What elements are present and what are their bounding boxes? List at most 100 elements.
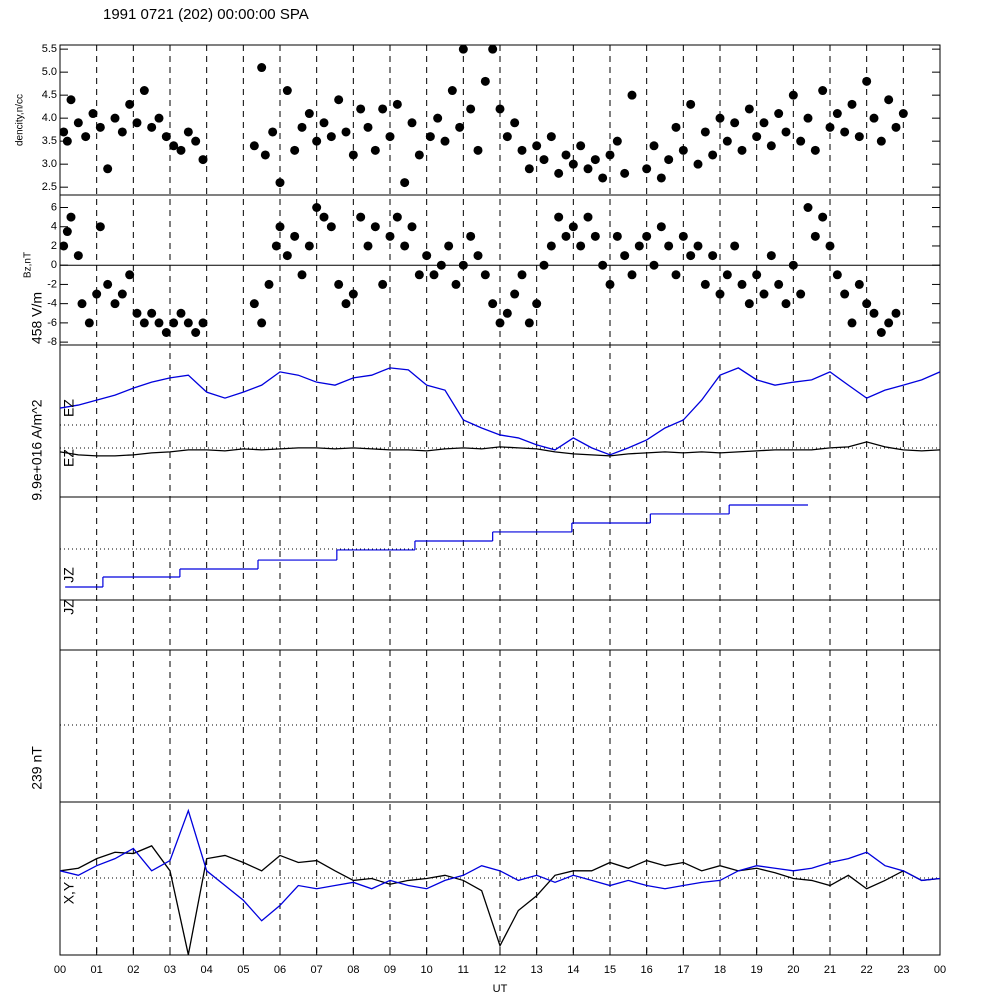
point <box>752 270 762 280</box>
x-tick-label: 15 <box>604 964 616 976</box>
point <box>620 251 630 261</box>
point <box>840 127 850 137</box>
point <box>392 99 402 109</box>
point <box>95 122 105 132</box>
y-tick-label: 4 <box>51 221 57 233</box>
point <box>66 212 76 222</box>
point <box>132 308 142 318</box>
point <box>818 86 828 96</box>
point <box>693 159 703 169</box>
point <box>671 122 681 132</box>
point <box>605 150 615 160</box>
point <box>154 113 164 123</box>
point <box>568 222 578 232</box>
x-axis-label: UT <box>493 983 508 995</box>
point <box>356 212 366 222</box>
point <box>488 299 498 309</box>
point <box>546 132 556 142</box>
point <box>840 289 850 299</box>
point <box>363 122 373 132</box>
point <box>517 145 527 155</box>
point <box>781 127 791 137</box>
point <box>700 127 710 137</box>
x-tick-label: 16 <box>641 964 653 976</box>
x-tick-label: 09 <box>384 964 396 976</box>
point <box>249 141 259 151</box>
point <box>425 132 435 142</box>
y-axis-label: 458 V/m <box>29 292 45 344</box>
x-tick-label: 22 <box>861 964 873 976</box>
point <box>458 45 468 54</box>
point <box>590 155 600 165</box>
point <box>466 104 476 114</box>
point <box>708 251 718 261</box>
point <box>678 145 688 155</box>
point <box>869 308 879 318</box>
point <box>480 76 490 86</box>
point <box>370 145 380 155</box>
point <box>451 279 461 289</box>
point <box>400 178 410 188</box>
point <box>686 99 696 109</box>
point <box>176 308 186 318</box>
point <box>275 222 285 232</box>
point <box>576 141 586 151</box>
panel <box>60 808 940 955</box>
point <box>161 132 171 142</box>
point <box>561 150 571 160</box>
y-tick-label: -8 <box>47 336 57 348</box>
point <box>370 222 380 232</box>
point <box>407 222 417 232</box>
point <box>117 289 127 299</box>
point <box>161 328 171 337</box>
point <box>176 145 186 155</box>
point <box>803 203 813 212</box>
panel <box>60 367 940 457</box>
point <box>605 279 615 289</box>
point <box>455 122 465 132</box>
point <box>341 127 351 137</box>
point <box>363 241 373 251</box>
y-tick-label: 4.5 <box>42 89 57 101</box>
point <box>154 318 164 328</box>
y-tick-label: 2.5 <box>42 181 57 193</box>
x-tick-label: 06 <box>274 964 286 976</box>
point <box>656 222 666 232</box>
y-tick-label: 6 <box>51 201 57 213</box>
point <box>825 122 835 132</box>
x-tick-label: 13 <box>531 964 543 976</box>
point <box>796 136 806 146</box>
point <box>271 241 281 251</box>
point <box>664 241 674 251</box>
y-tick-label: 3.5 <box>42 135 57 147</box>
point <box>876 136 886 146</box>
chart-title: 1991 0721 (202) 00:00:00 SPA <box>103 6 309 23</box>
point <box>103 164 113 174</box>
point <box>473 145 483 155</box>
y-tick-label: 3.0 <box>42 158 57 170</box>
point <box>66 95 76 105</box>
point <box>433 113 443 123</box>
point <box>788 90 798 100</box>
point <box>869 113 879 123</box>
y-axis-label: JZ <box>61 599 77 615</box>
point <box>612 136 622 146</box>
x-tick-label: 10 <box>421 964 433 976</box>
point <box>891 308 901 318</box>
point <box>876 328 886 337</box>
point <box>620 168 630 178</box>
point <box>832 270 842 280</box>
point <box>407 118 417 128</box>
point <box>898 109 908 119</box>
x-tick-label: 04 <box>201 964 213 976</box>
point <box>341 299 351 309</box>
point <box>583 212 593 222</box>
point <box>88 109 98 119</box>
point <box>583 164 593 174</box>
point <box>766 251 776 261</box>
point <box>495 318 505 328</box>
point <box>348 289 358 299</box>
point <box>854 279 864 289</box>
y-tick-label: -6 <box>47 317 57 329</box>
point <box>312 136 322 146</box>
